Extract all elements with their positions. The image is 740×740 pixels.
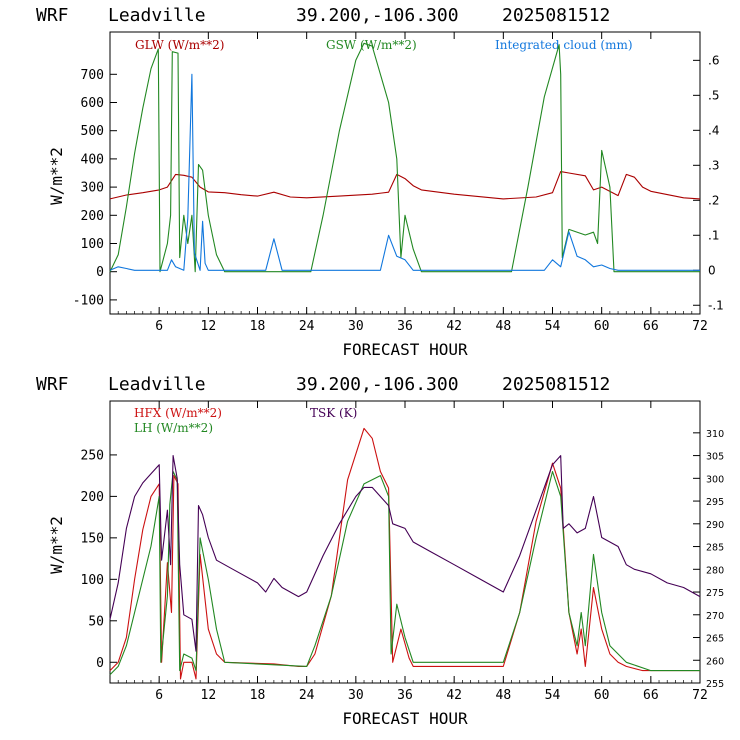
y2-tick-label: 275 — [706, 588, 724, 599]
y2-tick-label: 255 — [706, 679, 724, 690]
y-tick-label: 700 — [81, 68, 104, 83]
x-tick-label: 36 — [397, 319, 413, 334]
x-tick-label: 60 — [594, 688, 610, 703]
panel2-y-axis-label: W/m**2 — [47, 516, 66, 574]
series-line-tsk — [109, 455, 701, 652]
panel2-legend-tsk: TSK (K) — [310, 406, 357, 420]
panel2-plot-frame — [109, 400, 701, 684]
y2-tick-label: 305 — [706, 452, 724, 463]
panel1-legend-gsw: GSW (W/m**2) — [326, 38, 417, 52]
y2-tick-label: 280 — [706, 565, 724, 576]
panel1-y-axis-label: W/m**2 — [47, 147, 66, 205]
panel2-coords-label: 39.200,-106.300 — [296, 374, 459, 395]
y2-tick-label: 295 — [706, 497, 724, 508]
x-tick-label: 72 — [692, 688, 708, 703]
y-tick-label: -100 — [73, 293, 104, 308]
x-tick-label: 30 — [348, 319, 364, 334]
x-tick-label: 24 — [299, 688, 315, 703]
panel1-x-axis: 6 12 18 24 30 36 42 48 54 60 66 72 — [109, 32, 708, 334]
y2-tick-label: -.1 — [708, 298, 724, 312]
panel1-legend-cloud: Integrated cloud (mm) — [495, 38, 633, 52]
x-tick-label: 54 — [545, 319, 561, 334]
y-tick-label: 250 — [81, 448, 104, 463]
x-tick-label: 6 — [155, 319, 163, 334]
x-tick-label: 18 — [250, 319, 266, 334]
panel2-legend-hfx: HFX (W/m**2) — [134, 406, 222, 420]
x-tick-label: 66 — [643, 319, 659, 334]
x-tick-label: 72 — [692, 319, 708, 334]
x-tick-label: 66 — [643, 688, 659, 703]
x-tick-label: 54 — [545, 688, 561, 703]
panel1-x-axis-label: FORECAST HOUR — [342, 340, 468, 359]
panel1-y2-axis: -.1 0 .1 .2 .3 .4 .5 .6 — [693, 53, 724, 312]
y2-tick-label: 310 — [706, 429, 724, 440]
y-tick-label: 200 — [81, 490, 104, 505]
y2-tick-label: .6 — [708, 53, 719, 67]
series-line-lh — [109, 470, 700, 676]
y-tick-label: 200 — [81, 209, 104, 224]
y2-tick-label: 290 — [706, 520, 724, 531]
y2-tick-label: 0 — [708, 263, 716, 277]
y-tick-label: 100 — [81, 237, 104, 252]
panel-fluxes: WRF Leadville 39.200,-106.300 2025081512… — [36, 374, 724, 728]
series-line-gsw — [109, 42, 700, 273]
y2-tick-label: .3 — [708, 158, 719, 172]
y-tick-label: 0 — [96, 656, 104, 671]
panel1-location-label: Leadville — [108, 5, 206, 26]
y-tick-label: 150 — [81, 531, 104, 546]
y-tick-label: 0 — [96, 265, 104, 280]
series-line-hfx — [109, 427, 700, 680]
y2-tick-label: .5 — [708, 88, 719, 102]
y2-tick-label: 265 — [706, 634, 724, 645]
y2-tick-label: 285 — [706, 543, 724, 554]
series-line-glw — [109, 171, 701, 200]
y2-tick-label: .2 — [708, 193, 719, 207]
y2-tick-label: 270 — [706, 611, 724, 622]
panel2-x-axis-label: FORECAST HOUR — [342, 709, 468, 728]
y2-tick-label: .4 — [708, 123, 719, 137]
y-tick-label: 300 — [81, 181, 104, 196]
y2-tick-label: 260 — [706, 656, 724, 667]
x-tick-label: 42 — [446, 319, 462, 334]
y2-tick-label: 300 — [706, 474, 724, 485]
x-tick-label: 48 — [496, 688, 512, 703]
panel2-y2-axis: 255 260 265 270 275 280 285 290 295 300 305 310 — [693, 429, 724, 690]
y-tick-label: 400 — [81, 152, 104, 167]
panel1-legend-glw: GLW (W/m**2) — [135, 38, 224, 52]
panel1-init-time-label: 2025081512 — [502, 5, 610, 26]
panel2-location-label: Leadville — [108, 374, 206, 395]
x-tick-label: 36 — [397, 688, 413, 703]
y-tick-label: 500 — [81, 124, 104, 139]
panel2-y-axis: 0 50 100 150 200 250 — [81, 448, 117, 671]
panel2-series — [109, 427, 701, 680]
panel1-coords-label: 39.200,-106.300 — [296, 5, 459, 26]
series-line-integrated — [109, 73, 700, 271]
panel2-model-label: WRF — [36, 374, 69, 395]
x-tick-label: 6 — [155, 688, 163, 703]
x-tick-label: 18 — [250, 688, 266, 703]
panel2-init-time-label: 2025081512 — [502, 374, 610, 395]
panel2-x-axis: 6 12 18 24 30 36 42 48 54 60 66 72 — [109, 401, 708, 703]
panel1-series — [109, 42, 701, 273]
y-tick-label: 50 — [88, 614, 104, 629]
y-tick-label: 600 — [81, 96, 104, 111]
x-tick-label: 12 — [201, 319, 217, 334]
panel2-legend-lh: LH (W/m**2) — [134, 421, 213, 435]
panel1-model-label: WRF — [36, 5, 69, 26]
y-tick-label: 100 — [81, 573, 104, 588]
panel1-y-axis: -100 0 100 200 300 400 500 600 700 — [73, 68, 117, 308]
panel-radiation: WRF Leadville 39.200,-106.300 2025081512… — [36, 5, 724, 359]
x-tick-label: 12 — [201, 688, 217, 703]
x-tick-label: 24 — [299, 319, 315, 334]
x-tick-label: 48 — [496, 319, 512, 334]
x-tick-label: 60 — [594, 319, 610, 334]
y2-tick-label: .1 — [708, 228, 719, 242]
x-tick-label: 30 — [348, 688, 364, 703]
x-tick-label: 42 — [446, 688, 462, 703]
